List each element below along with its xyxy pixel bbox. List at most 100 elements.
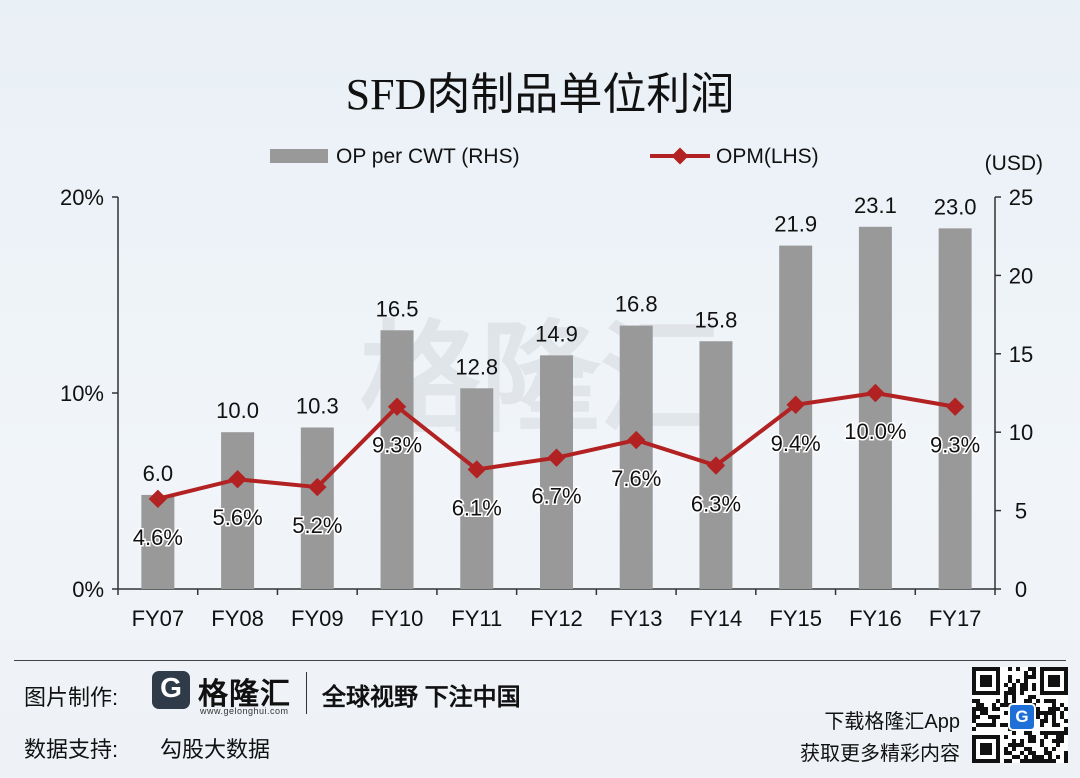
qr-module [976,703,980,707]
qr-module [1064,719,1068,723]
bar [141,494,175,589]
qr-module [972,711,976,715]
qr-module [1060,735,1064,739]
line-point [627,430,646,450]
qr-module [996,707,1000,711]
qr-module [1064,731,1068,735]
bar [380,330,414,589]
qr-module [1052,723,1056,727]
made-by-label: 图片制作: [24,685,119,710]
legend: OP per CWT (RHS) OPM(LHS) [270,145,819,168]
right-axis-unit: (USD) [985,152,1043,175]
qr-module [1004,691,1008,695]
legend-line-marker [671,147,689,165]
qr-module [980,723,984,727]
qr-module [1044,747,1048,751]
line-value-label: 9.3% [372,433,422,458]
qr-module [972,715,976,719]
qr-module [1004,703,1008,707]
qr-module [1056,731,1060,735]
line-value-label: 10.0% [844,419,906,444]
bar-value-label: 16.8 [615,292,658,317]
qr-module [1024,675,1028,679]
qr-module [1004,735,1008,739]
qr-module [1004,751,1008,755]
qr-module [1024,755,1028,759]
qr-module [1016,667,1020,671]
x-tick-label: FY14 [690,606,743,631]
qr-module [980,707,984,711]
qr-module [1024,683,1028,687]
bar [460,388,494,589]
qr-module [1008,675,1012,679]
qr-module [1056,723,1060,727]
x-tick-label: FY08 [211,606,264,631]
qr-badge-icon: G [1008,703,1036,731]
qr-module [1044,711,1048,715]
qr-code[interactable]: G [972,667,1068,763]
qr-module [976,699,980,703]
qr-module [1052,715,1056,719]
line-point [387,397,407,416]
bar-series [141,226,972,590]
qr-module [1052,703,1056,707]
qr-module [1008,667,1012,671]
qr-module [972,727,976,731]
qr-module [984,723,988,727]
chart-title: SFD肉制品单位利润 [345,70,735,119]
qr-module [1012,695,1016,699]
qr-module [1000,703,1004,707]
right-tick-label: 20 [1009,263,1033,288]
qr-module [1064,755,1068,759]
footer-separator [306,672,307,714]
bar-value-label: 6.0 [143,461,174,486]
qr-module [1016,755,1020,759]
right-tick-label: 15 [1009,342,1033,367]
qr-module [1000,723,1004,727]
qr-module [1008,759,1012,763]
legend-bar-label: OP per CWT (RHS) [336,145,520,168]
line-point [547,448,566,467]
qr-module [1004,683,1008,687]
qr-module [1016,679,1020,683]
x-tick-label: FY07 [132,606,185,631]
bar-value-label: 16.5 [376,296,419,321]
qr-module [1040,731,1044,735]
qr-module [1004,747,1008,751]
qr-module [984,711,988,715]
qr-module [1024,671,1028,675]
qr-module [1036,711,1040,715]
line-point [308,477,327,497]
qr-module [1024,687,1028,691]
qr-module [1064,727,1068,731]
left-tick-label: 0% [72,577,104,602]
qr-module [1052,719,1056,723]
qr-module [1008,691,1012,695]
qr-module [1020,743,1024,747]
qr-module [1064,751,1068,755]
line-point [786,395,805,414]
qr-module [1028,751,1032,755]
qr-module [1012,747,1016,751]
qr-module [1032,739,1036,743]
logo-url: www.gelonghui.com [200,706,289,716]
qr-module [976,723,980,727]
qr-module [1032,675,1036,679]
x-tick-label: FY12 [530,606,583,631]
qr-module [1044,735,1048,739]
qr-module [1044,751,1048,755]
qr-module [1032,751,1036,755]
qr-module [1052,747,1056,751]
left-tick-label: 10% [60,381,104,406]
bar-value-label: 21.9 [774,212,817,237]
bar-value-label: 14.9 [535,321,578,346]
line-value-label: 5.2% [292,513,342,538]
line-series [148,383,965,509]
bar [619,325,653,589]
bar [540,355,573,589]
qr-module [1040,759,1044,763]
qr-module [1004,699,1008,703]
qr-module [1024,679,1028,683]
footer-divider [14,660,1066,661]
qr-module [992,703,996,707]
